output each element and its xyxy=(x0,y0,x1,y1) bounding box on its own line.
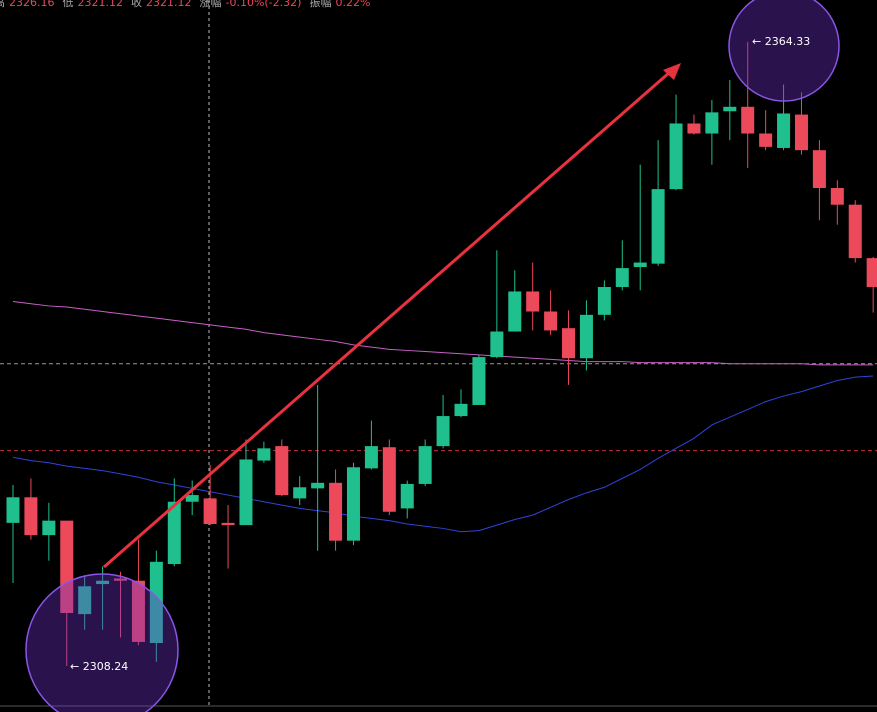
header-label: 低 xyxy=(63,0,74,9)
header-label: 振幅 xyxy=(309,0,331,9)
candle-body xyxy=(812,150,826,189)
candle-body xyxy=(508,291,522,332)
candle-body xyxy=(579,314,593,359)
candle-body xyxy=(311,482,325,489)
candle-body xyxy=(723,106,737,112)
candle-body xyxy=(651,189,665,264)
candle-body xyxy=(293,487,307,499)
candle-body xyxy=(257,448,271,461)
candle-body xyxy=(329,482,343,541)
candle-body xyxy=(167,501,181,565)
candle-body xyxy=(830,188,844,205)
candle-body xyxy=(633,262,647,267)
candle-body xyxy=(544,311,558,331)
candle-body xyxy=(597,287,611,315)
low-label: ← 2308.24 xyxy=(70,660,128,673)
candle-body xyxy=(669,123,683,190)
candle-body xyxy=(705,112,719,134)
candle-body xyxy=(149,561,163,644)
candle-body xyxy=(6,497,20,523)
header-value: 2321.12 xyxy=(146,0,192,9)
candle-body xyxy=(42,520,56,536)
candle-body xyxy=(346,467,360,541)
header-value: 2326.16 xyxy=(9,0,55,9)
moving-average xyxy=(12,375,874,533)
candle-body xyxy=(526,291,540,312)
candle-body xyxy=(436,416,450,447)
candle-body xyxy=(454,403,468,417)
header-label: 高 xyxy=(0,0,5,9)
candle-body xyxy=(741,106,755,134)
header-value: 0.22% xyxy=(335,0,370,9)
candle-body xyxy=(848,204,862,259)
moving-average xyxy=(12,300,874,366)
candle-body xyxy=(866,258,877,288)
trend-arrow xyxy=(103,70,671,569)
candle-body xyxy=(203,498,217,524)
header-value: 2321.12 xyxy=(78,0,124,9)
low-circle xyxy=(25,573,179,712)
high-circle xyxy=(728,0,840,102)
header-value: -0.10%(-2.32) xyxy=(226,0,302,9)
candle-body xyxy=(382,447,396,512)
candle-body xyxy=(239,459,253,526)
candle-body xyxy=(490,331,504,358)
candle-body xyxy=(418,446,432,484)
candle-body xyxy=(472,357,486,405)
candle-body xyxy=(185,495,199,502)
candle-body xyxy=(131,580,145,642)
candle-body xyxy=(114,578,128,581)
candle-body xyxy=(364,446,378,469)
arrow-head xyxy=(663,63,681,80)
candle-body xyxy=(275,446,289,496)
candle-body xyxy=(562,328,576,359)
candle-body xyxy=(24,497,38,536)
candle-body xyxy=(615,268,629,288)
candle-body xyxy=(78,586,92,615)
candle-body xyxy=(794,114,808,151)
candle-body xyxy=(777,113,791,148)
candle-body xyxy=(221,522,235,526)
candle-body xyxy=(759,133,773,147)
header-label: 收 xyxy=(131,0,142,9)
candle-body xyxy=(96,580,110,585)
candle-body xyxy=(400,483,414,509)
header: 高 2326.16 低 2321.12 收 2321.12 涨幅 -0.10%(-2.32) 振… xyxy=(0,0,370,9)
header-label: 涨幅 xyxy=(200,0,222,9)
marks xyxy=(0,41,877,666)
candle-body xyxy=(60,520,74,613)
candle-body xyxy=(687,123,701,134)
high-label: ← 2364.33 xyxy=(752,35,810,48)
